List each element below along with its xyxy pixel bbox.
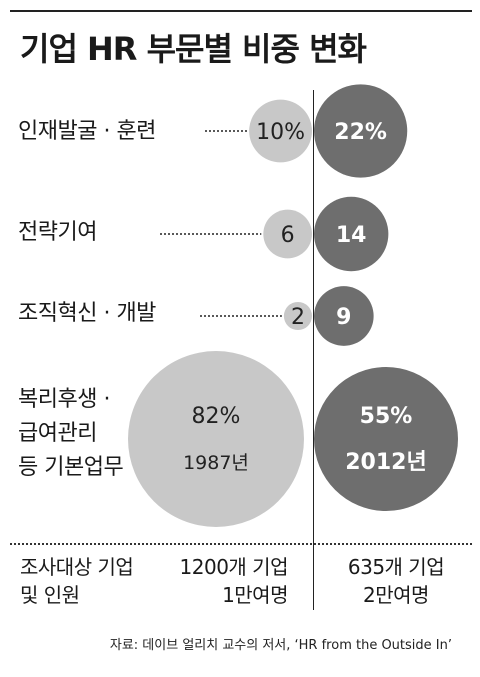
category-label-strategy: 전략기여 [18, 220, 97, 245]
bubble-2012 [314, 84, 408, 178]
category-label-org: 조직혁신 · 개발 [18, 301, 156, 326]
bubble-label-1987: 10% [256, 120, 305, 145]
category-label-talent: 인재발굴 · 훈련 [18, 119, 156, 144]
category-label-basic: 복리후생 · 급여관리 등 기본업무 [18, 387, 124, 480]
bubble-label-2012: 9 [336, 305, 351, 330]
bubble-1987 [128, 351, 304, 527]
bubble-label-1987: 82% [192, 404, 241, 429]
footer-2012-info: 635개 기업 2만여명 [347, 555, 445, 607]
footer-row-label: 조사대상 기업 및 인원 [20, 555, 134, 607]
bubble-label-1987: 6 [281, 223, 295, 248]
period-label-2012: 2012년 [345, 450, 426, 475]
footer-divider [10, 543, 472, 545]
bubble-label-2012: 55% [360, 404, 413, 429]
bubble-1987 [283, 301, 312, 331]
period-label-1987: 1987년 [183, 452, 249, 474]
bubble-label-2012: 14 [336, 223, 367, 248]
top-rule [10, 10, 472, 12]
footer-1987-info: 1200개 기업 1만여명 [179, 555, 289, 607]
source-note: 자료: 데이브 얼리치 교수의 저서, ‘HR from the Outside… [109, 638, 452, 653]
period-divider-line [313, 90, 314, 610]
bubble-2012 [314, 367, 458, 511]
bubble-1987 [249, 99, 312, 163]
bubble-label-1987: 2 [291, 305, 305, 330]
bubble-label-2012: 22% [334, 120, 387, 145]
chart-title: 기업 HR 부문별 비중 변화 [20, 30, 367, 68]
bubble-2012 [314, 286, 374, 346]
bubble-1987 [263, 209, 312, 259]
bubble-2012 [314, 196, 389, 272]
